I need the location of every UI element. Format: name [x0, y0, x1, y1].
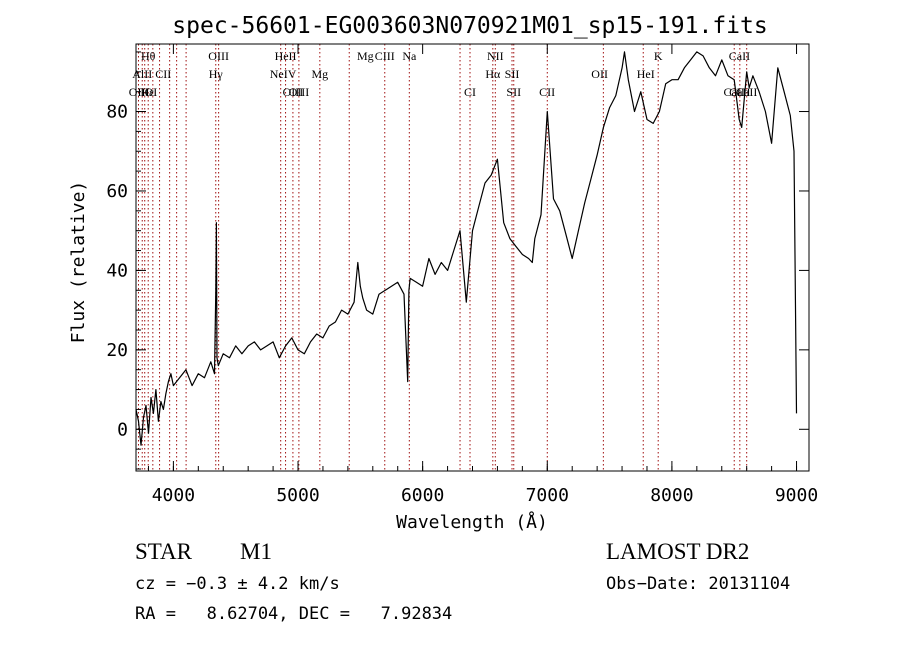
spectral-line-label: HeII [275, 49, 297, 63]
spectral-line-label: OIII [283, 85, 304, 99]
y-tick-label: 40 [106, 260, 128, 281]
obs-date: Obs−Date: 20131104 [606, 574, 791, 594]
spectral-line-label: SII [505, 67, 520, 81]
redshift-readout: cz = −0.3 ± 4.2 km/s [135, 574, 340, 594]
y-tick-label: 0 [117, 419, 128, 440]
spectral-line-label: CaII [724, 85, 745, 99]
spectral-line-label: HeI [637, 67, 655, 81]
y-axis: 0 20 40 60 80 [106, 51, 809, 470]
spectral-line-markers [137, 44, 748, 471]
spectral-line-label: CII [539, 85, 555, 99]
spectral-line-label: Hε [140, 85, 154, 99]
x-tick-label: 9000 [775, 485, 818, 506]
chart-title: spec-56601-EG003603N070921M01_sp15-191.f… [172, 13, 767, 39]
y-tick-label: 80 [106, 102, 128, 123]
spectrum-line [135, 51, 798, 446]
spectral-line-label: CaII [736, 85, 757, 99]
y-axis-label: Flux (relative) [68, 181, 89, 344]
x-tick-label: 4000 [152, 485, 195, 506]
spectral-line-label: K [654, 49, 663, 63]
spectral-line-label: NeIV [270, 67, 297, 81]
spectral-line-label: CaII [729, 49, 750, 63]
object-type: STAR [135, 539, 192, 564]
subclass: M1 [240, 539, 272, 564]
x-tick-label: 7000 [526, 485, 569, 506]
spectrum-series [135, 51, 798, 446]
spectral-line-label: AlII [132, 67, 152, 81]
spectral-line-label: NII [487, 49, 504, 63]
spectral-line-label: CII [155, 67, 171, 81]
spectral-line-label: Hθ [141, 49, 156, 63]
y-tick-label: 60 [106, 181, 128, 202]
coordinates: RA = 8.62704, DEC = 7.92834 [135, 604, 453, 624]
spectral-line-label: OIII [208, 49, 229, 63]
x-axis-label: Wavelength (Å) [396, 511, 548, 533]
spectral-line-label: Hγ [209, 67, 224, 81]
survey-name: LAMOST DR2 [606, 539, 750, 564]
spectral-line-label: Hα [485, 67, 501, 81]
spectral-line-label: Mg [311, 67, 328, 81]
spectral-line-label: OI [145, 85, 158, 99]
spectral-line-label: Na [402, 49, 417, 63]
x-tick-label: 6000 [401, 485, 444, 506]
plot-frame [135, 43, 810, 472]
spectral-line-label: CIII [375, 49, 395, 63]
y-tick-label: 20 [106, 340, 128, 361]
spectral-line-label: CI [464, 85, 476, 99]
spectral-line-label: OII [591, 67, 608, 81]
spectral-line-label: SII [506, 85, 521, 99]
x-tick-label: 8000 [650, 485, 693, 506]
spectral-line-label: OIII [289, 85, 310, 99]
x-tick-label: 5000 [276, 485, 319, 506]
spectral-line-label: Mg [357, 49, 374, 63]
spectral-line-labels: HθAlIIOIIIHεCIIOIOIIIHγHeIINeIVOIIIOIIIM… [129, 49, 758, 99]
x-axis: 4000 5000 6000 7000 8000 9000 [147, 44, 818, 506]
